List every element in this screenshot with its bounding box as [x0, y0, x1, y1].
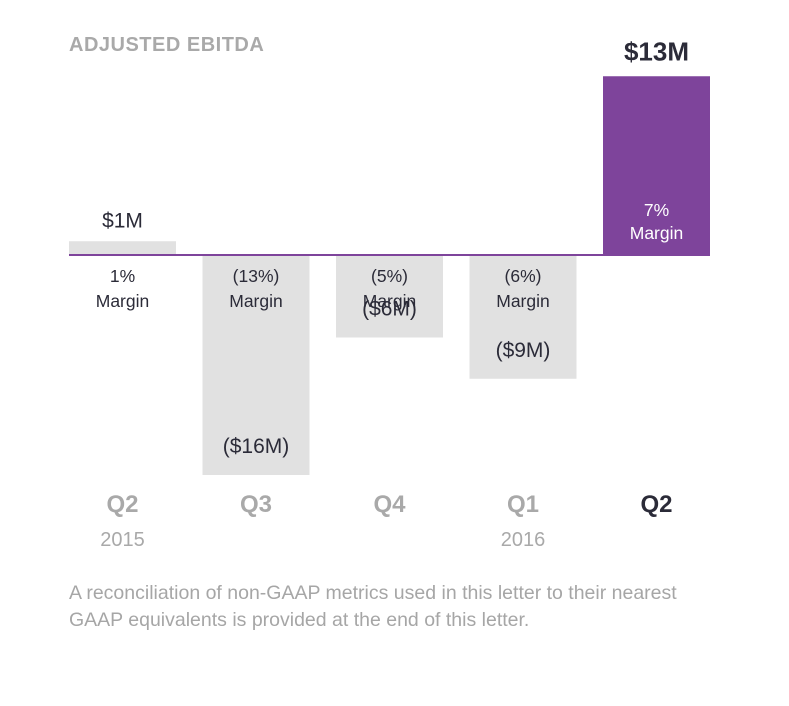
category-label-5: Q2 — [640, 491, 672, 518]
bar-5 — [603, 76, 710, 255]
margin-word-3: Margin — [363, 291, 417, 311]
margin-pct-4: (6%) — [505, 266, 542, 286]
ebitda-bar-chart: $1M 1% Margin Q2 2015 ($16M) (13%) Margin Q3 ($6M… — [69, 36, 710, 551]
margin-pct-2: (13%) — [233, 266, 280, 286]
value-label-1: $1M — [102, 209, 143, 232]
bar-1 — [69, 241, 176, 255]
category-label-1: Q2 — [106, 491, 138, 518]
margin-word-5: Margin — [630, 223, 684, 243]
margin-pct-3: (5%) — [371, 266, 408, 286]
footnote: A reconciliation of non-GAAP metrics use… — [69, 582, 677, 631]
bar-4 — [469, 255, 577, 379]
bar-2 — [202, 255, 310, 475]
year-label-4: 2016 — [501, 529, 546, 551]
category-label-2: Q3 — [240, 491, 272, 518]
margin-word-2: Margin — [229, 291, 283, 311]
margin-pct-5: 7% — [644, 200, 669, 220]
value-label-5: $13M — [624, 36, 689, 66]
bar-3 — [336, 255, 443, 338]
margin-word-1: Margin — [96, 291, 150, 311]
year-label-1: 2015 — [100, 529, 145, 551]
value-label-4: ($9M) — [496, 339, 551, 362]
margin-pct-1: 1% — [110, 266, 135, 286]
margin-word-4: Margin — [496, 291, 550, 311]
category-label-4: Q1 — [507, 491, 539, 518]
category-label-3: Q4 — [373, 491, 406, 518]
value-label-3: ($6M) — [362, 298, 417, 321]
chart-title: ADJUSTED EBITDA — [69, 34, 265, 56]
value-label-2: ($16M) — [223, 435, 290, 458]
